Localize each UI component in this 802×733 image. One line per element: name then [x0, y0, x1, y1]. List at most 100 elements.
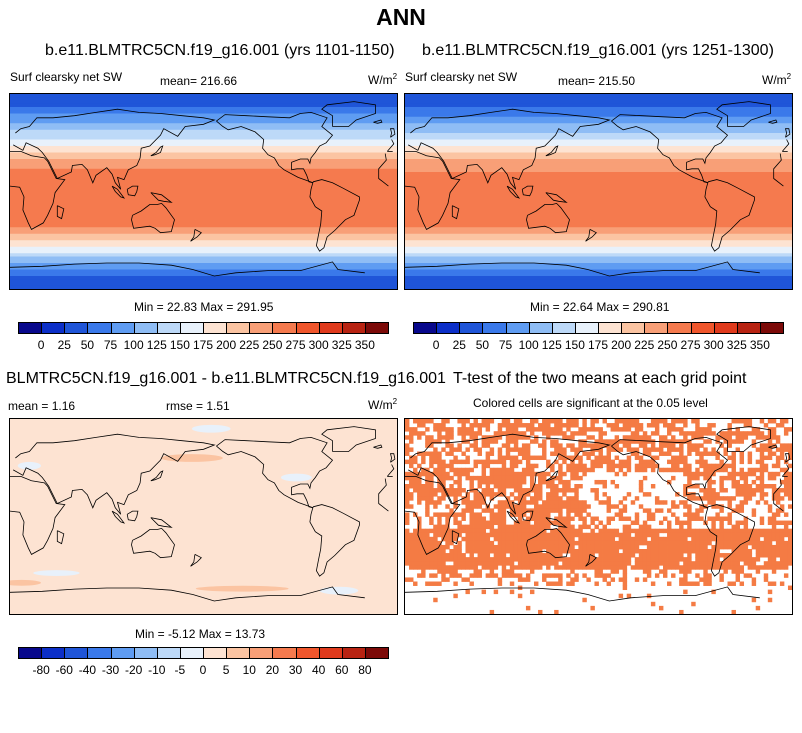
significant-cell [679, 427, 684, 432]
significant-cell [699, 540, 704, 546]
significant-cell [586, 455, 591, 461]
panel3-title: BLMTRC5CN.f19_g16.001 - b.e11.BLMTRC5CN.… [6, 370, 446, 387]
significant-cell [473, 504, 478, 509]
significant-cell [546, 553, 551, 558]
significant-cell [691, 447, 696, 452]
significant-cell [550, 528, 555, 534]
significant-cell [630, 435, 636, 440]
lat-band [405, 272, 792, 277]
significant-cell [598, 565, 603, 570]
significant-cell [481, 475, 487, 481]
significant-cell [594, 524, 599, 530]
significant-cell [509, 569, 515, 574]
significant-cell [445, 439, 450, 444]
significant-cell [590, 463, 595, 469]
significant-cell [731, 581, 736, 586]
significant-cell [759, 492, 765, 497]
significant-cell [735, 549, 740, 554]
significant-cell [731, 484, 736, 489]
significant-cell [663, 544, 668, 550]
significant-cell [598, 427, 603, 432]
significant-cell [425, 435, 430, 440]
significant-cell [469, 484, 474, 489]
significant-cell [574, 492, 579, 497]
coastline-1 [13, 433, 216, 515]
significant-cell [602, 439, 607, 444]
significant-cell [546, 520, 551, 526]
significant-cell [481, 500, 487, 505]
significant-cell [513, 447, 519, 452]
significant-cell [465, 532, 470, 538]
significant-cell [755, 475, 761, 481]
significant-cell [598, 536, 603, 542]
significant-cell [497, 475, 503, 481]
significant-cell [501, 544, 507, 550]
significant-cell [646, 593, 652, 599]
significant-cell [534, 488, 539, 493]
significant-cell [751, 565, 757, 570]
significant-cell [751, 597, 757, 603]
significant-cell [505, 569, 511, 574]
significant-cell [783, 512, 789, 517]
significant-cell [711, 553, 716, 558]
significant-cell [650, 549, 656, 554]
significant-cell [558, 532, 563, 538]
significant-cell [562, 447, 567, 452]
significant-cell [433, 467, 438, 473]
significant-cell [642, 508, 648, 513]
significant-cell [578, 447, 583, 452]
significant-cell [562, 549, 567, 554]
significant-cell [755, 569, 761, 574]
significant-cell [783, 549, 789, 554]
significant-cell [759, 419, 765, 424]
significant-cell [683, 488, 688, 493]
significant-cell [711, 496, 716, 501]
significant-cell [421, 549, 426, 554]
significant-cell [417, 544, 422, 550]
colorbar-box [364, 647, 389, 659]
significant-cell [554, 427, 559, 432]
significant-cell [671, 536, 676, 542]
panel2-title: b.e11.BLMTRC5CN.f19_g16.001 (yrs 1251-13… [422, 42, 774, 59]
significant-cell [610, 532, 616, 538]
significant-cell [521, 524, 527, 530]
lat-band [10, 272, 397, 277]
significant-cell [667, 479, 672, 485]
significant-cell [453, 581, 458, 586]
significant-cell [441, 447, 446, 452]
significant-cell [626, 561, 632, 566]
significant-cell [695, 447, 700, 452]
significant-cell [461, 577, 466, 582]
significant-cell [517, 532, 523, 538]
significant-cell [554, 549, 559, 554]
significant-cell [727, 516, 732, 521]
significant-cell [614, 512, 620, 517]
significant-cell [558, 431, 563, 436]
significant-cell [638, 540, 644, 546]
panel2-mean: mean= 215.50 [558, 74, 636, 88]
significant-cell [469, 512, 474, 517]
significant-cell [497, 520, 503, 526]
significant-cell [663, 419, 668, 424]
significant-cell [783, 475, 789, 481]
significant-cell [421, 419, 426, 424]
significant-cell [586, 524, 591, 530]
significant-cell [703, 557, 708, 562]
significant-cell [574, 471, 579, 477]
significant-cell [739, 488, 745, 493]
significant-cell [787, 504, 792, 509]
significant-cell [783, 553, 789, 558]
coastline-8 [545, 470, 559, 482]
significant-cell [558, 553, 563, 558]
significant-cell [735, 573, 740, 578]
significant-cell [638, 459, 644, 465]
significant-cell [558, 540, 563, 546]
significant-cell [562, 516, 567, 521]
significant-cell [646, 508, 652, 513]
significant-cell [622, 443, 628, 448]
significant-cell [739, 536, 745, 542]
significant-cell [751, 540, 757, 546]
significant-cell [715, 549, 720, 554]
significant-cell [441, 573, 446, 578]
significant-cell [735, 524, 740, 530]
